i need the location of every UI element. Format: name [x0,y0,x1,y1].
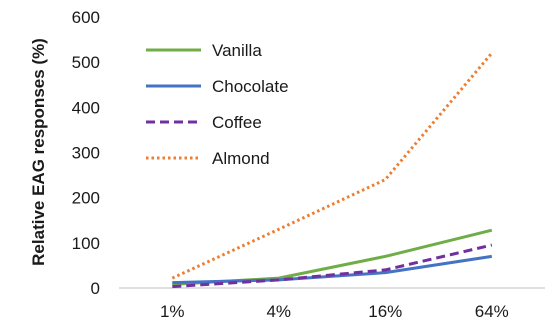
y-tick-label: 500 [72,53,100,72]
x-tick-label: 4% [266,302,291,321]
y-axis-title: Relative EAG responses (%) [29,38,48,266]
legend-label-chocolate: Chocolate [212,77,289,96]
y-axis-ticks: 0 100 200 300 400 500 600 [72,8,100,298]
legend-label-almond: Almond [212,149,270,168]
legend-label-vanilla: Vanilla [212,41,262,60]
y-tick-label: 600 [72,8,100,27]
y-tick-label: 400 [72,98,100,117]
x-axis-ticks: 1% 4% 16% 64% [160,302,509,321]
y-tick-label: 100 [72,234,100,253]
x-tick-label: 16% [368,302,402,321]
x-tick-label: 1% [160,302,185,321]
y-tick-label: 0 [91,279,100,298]
legend: Vanilla Chocolate Coffee Almond [146,41,289,168]
y-tick-label: 200 [72,189,100,208]
legend-label-coffee: Coffee [212,113,262,132]
x-tick-label: 64% [475,302,509,321]
series-line-coffee [172,243,493,289]
y-tick-label: 300 [72,144,100,163]
series-lines [171,52,493,289]
series-line-chocolate [172,254,493,285]
